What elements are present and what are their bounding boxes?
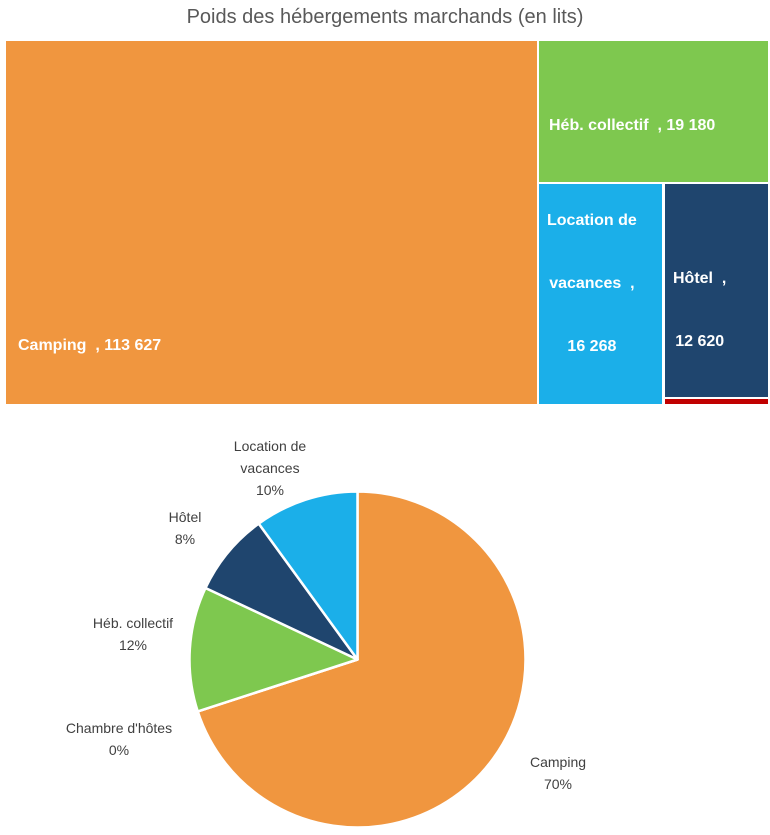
- pie-label-location-de-vacances: Location de vacances 10%: [210, 435, 330, 501]
- treemap-block-hotel: Hôtel , 12 620: [665, 184, 768, 397]
- treemap-label-hotel: Hôtel , 12 620: [673, 226, 726, 394]
- pie-label-name: Chambre d'hôtes: [65, 720, 173, 736]
- pie-label-pct: 8%: [174, 531, 196, 547]
- treemap-label-line: Camping , 113 627: [18, 337, 162, 354]
- treemap-label-line: 16 268: [567, 338, 617, 355]
- treemap-label-line: vacances ,: [549, 275, 635, 292]
- pie-label-pct: 70%: [543, 776, 573, 792]
- chart-title: Poids des hébergements marchands (en lit…: [186, 6, 584, 28]
- pie-label-pct: 0%: [108, 742, 130, 758]
- treemap-label-line: Hôtel ,: [673, 270, 727, 287]
- pie-label-name: Hôtel: [168, 509, 202, 525]
- pie-label-heb-collectif: Héb. collectif 12%: [68, 612, 198, 656]
- treemap-label-line: 12 620: [675, 333, 725, 350]
- treemap-block-heb-collectif: Héb. collectif , 19 180: [539, 41, 768, 182]
- pie-label-hotel: Hôtel 8%: [145, 506, 225, 550]
- treemap-label-line: Héb. collectif , 19 180: [549, 117, 716, 134]
- treemap-block-chambre-d-hotes: [665, 399, 768, 404]
- pie-label-pct: 10%: [255, 482, 285, 498]
- pie-slice-h-b-collectif: [188, 586, 359, 713]
- pie-slice-location-de-vacances: [257, 490, 359, 661]
- treemap-label-camping: Camping , 113 627: [18, 293, 161, 398]
- treemap-label-heb-collectif: Héb. collectif , 19 180: [549, 73, 715, 178]
- pie-chart: [188, 490, 527, 829]
- pie-label-pct: 12%: [118, 637, 148, 653]
- treemap-label-line: Location de: [547, 212, 637, 229]
- pie-slice-camping: [196, 490, 527, 829]
- pie-label-chambre-d-hotes: Chambre d'hôtes 0%: [39, 717, 199, 761]
- treemap-block-camping: Camping , 113 627: [6, 41, 537, 404]
- pie-label-camping: Camping 70%: [508, 751, 608, 795]
- pie-label-name: Héb. collectif: [92, 615, 174, 631]
- pie-label-name: Location de vacances: [233, 438, 307, 476]
- pie-label-name: Camping: [529, 754, 587, 770]
- treemap-block-location-de-vacances: Location de vacances , 16 268: [539, 184, 662, 404]
- treemap-label-location-de-vacances: Location de vacances , 16 268: [547, 168, 637, 399]
